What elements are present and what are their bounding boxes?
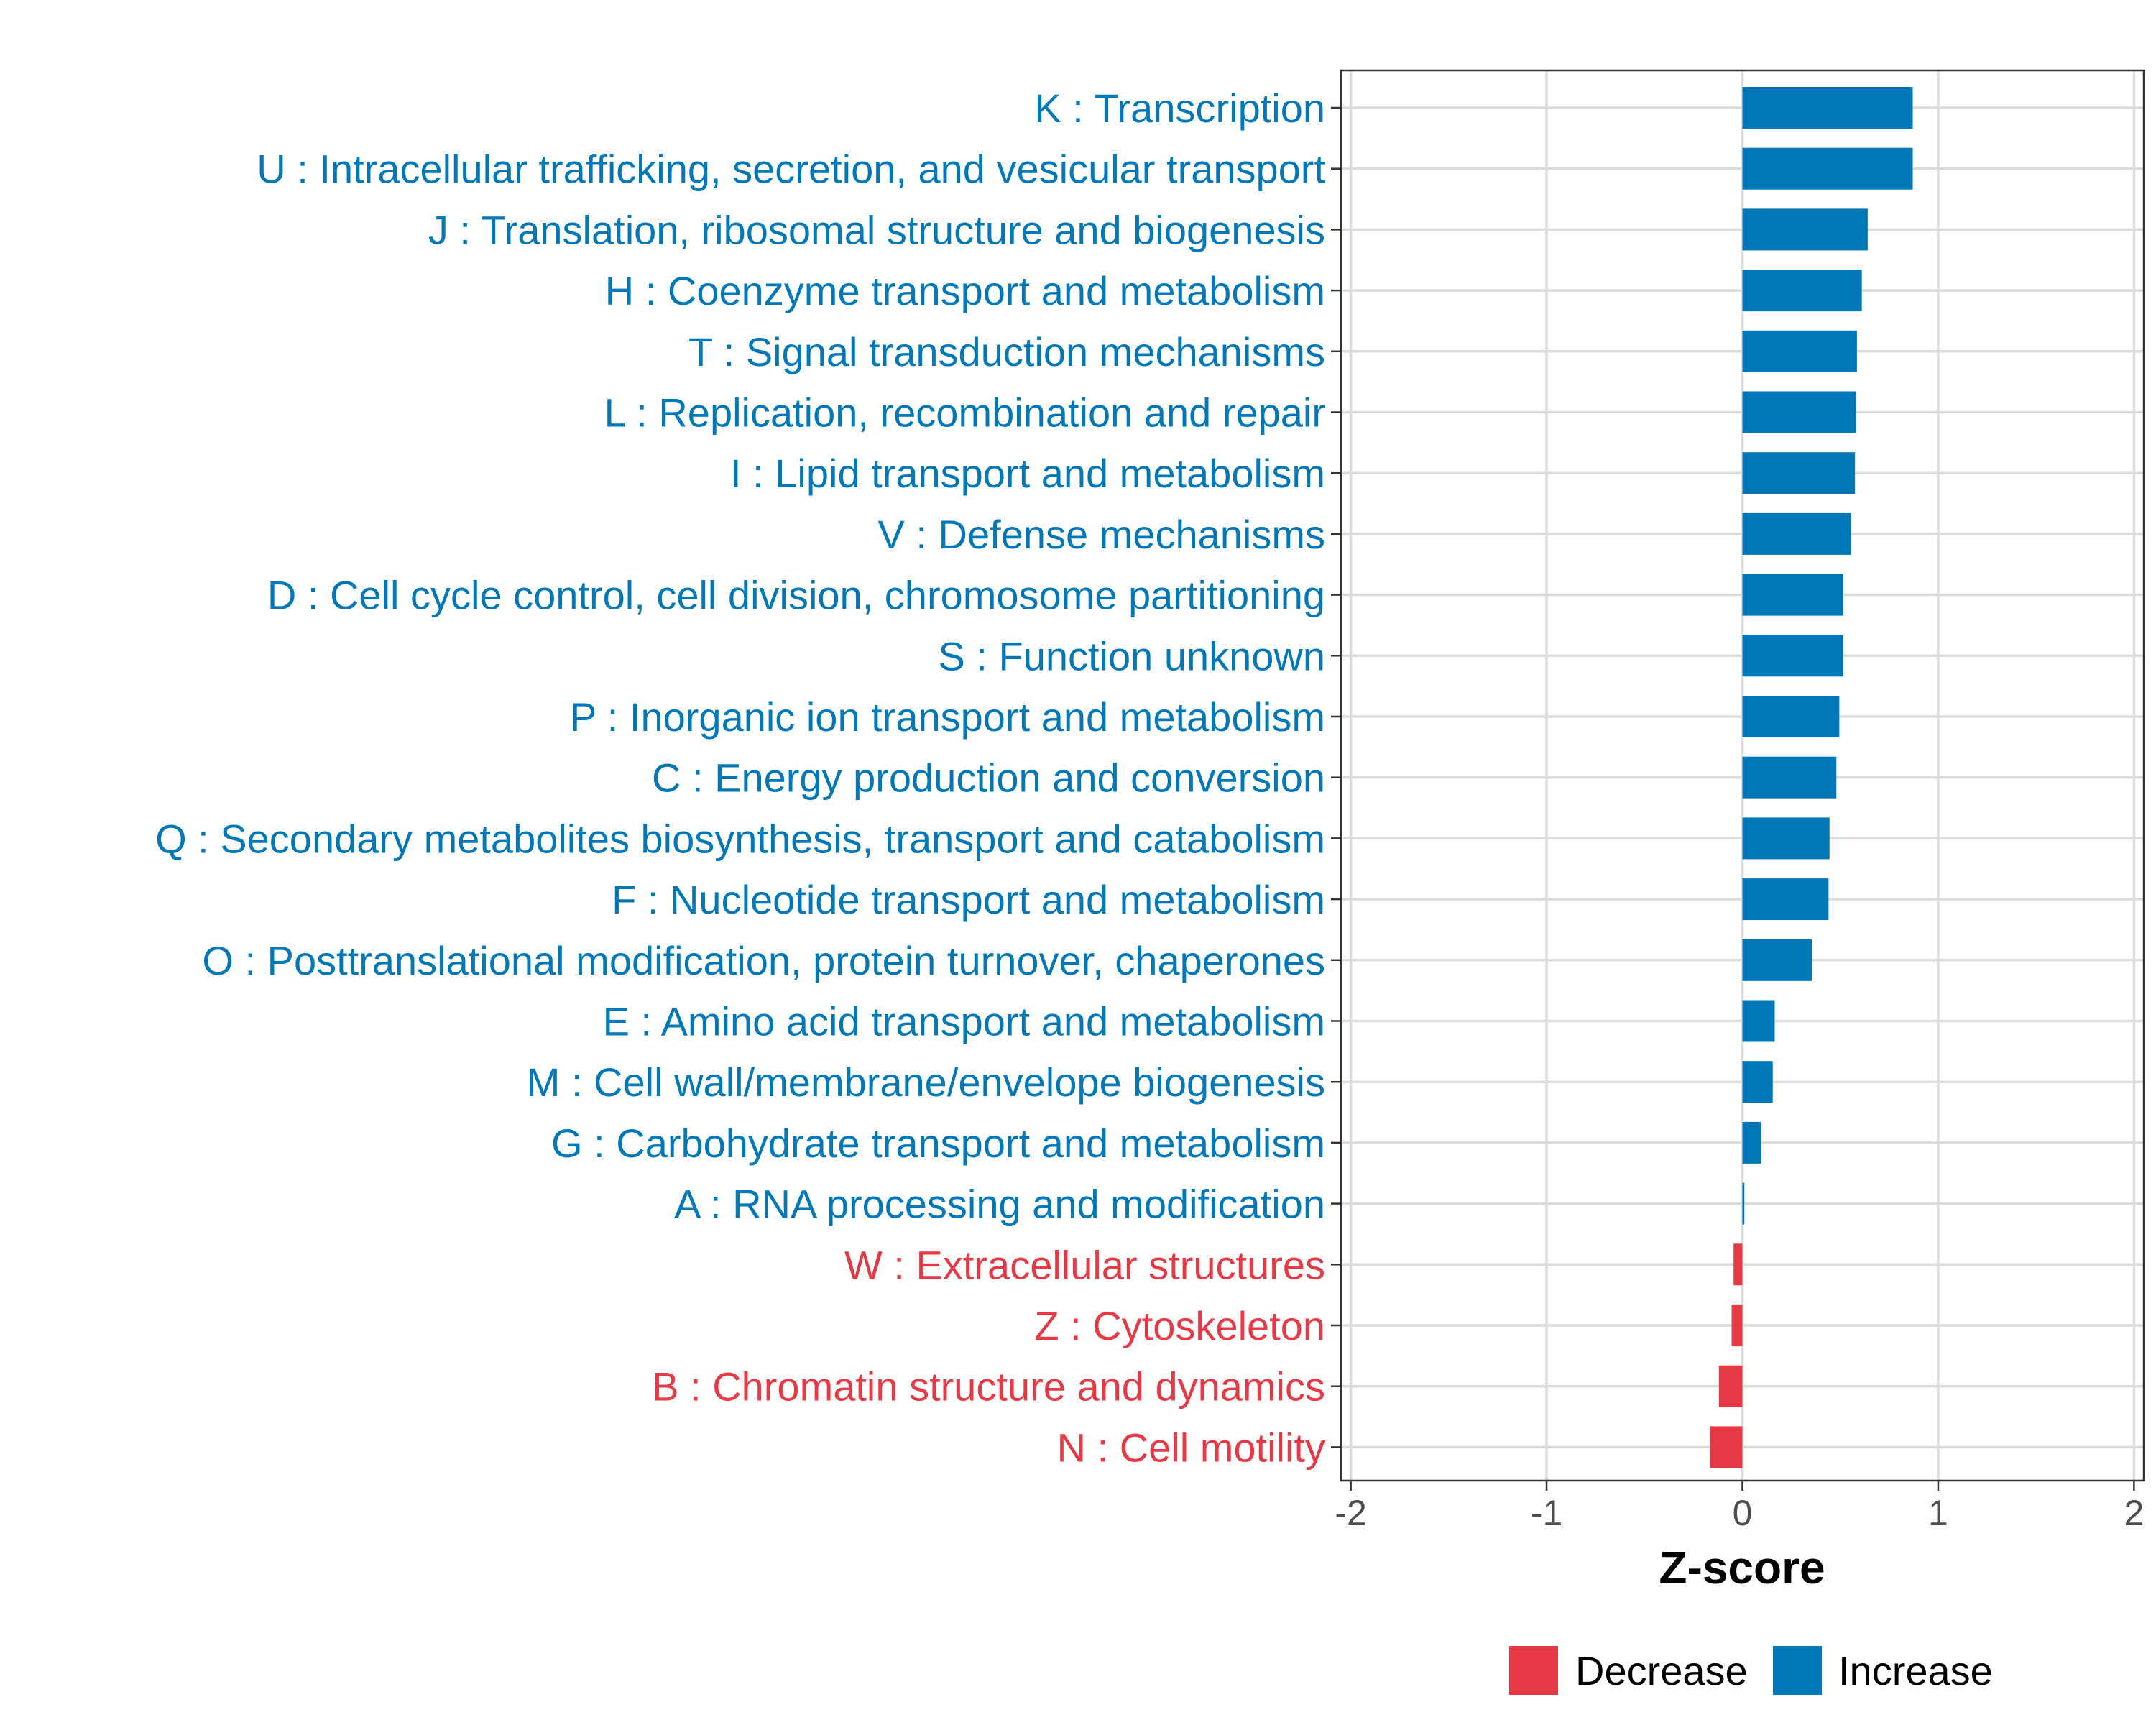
category-label-u: U : Intracellular trafficking, secretion… xyxy=(257,147,1325,192)
legend-label-decrease: Decrease xyxy=(1575,1648,1748,1693)
bar-g xyxy=(1742,1121,1761,1164)
x-tick-label: -1 xyxy=(1531,1493,1562,1533)
category-label-z: Z : Cytoskeleton xyxy=(1034,1303,1325,1348)
x-axis-tick-labels: -2 -1 0 1 2 xyxy=(1335,1493,2144,1533)
bar-w xyxy=(1733,1243,1743,1286)
category-label-b: B : Chromatin structure and dynamics xyxy=(652,1364,1325,1409)
category-label-d: D : Cell cycle control, cell division, c… xyxy=(267,573,1325,618)
bar-j xyxy=(1742,208,1868,251)
category-label-p: P : Inorganic ion transport and metaboli… xyxy=(570,694,1325,740)
bar-s xyxy=(1742,635,1843,677)
bar-z xyxy=(1731,1305,1743,1346)
legend-swatch-increase xyxy=(1773,1646,1822,1695)
bar-u xyxy=(1742,147,1913,190)
category-label-k: K : Transcription xyxy=(1034,86,1325,131)
bar-a xyxy=(1742,1182,1745,1225)
bar-t xyxy=(1742,330,1857,372)
category-label-o: O : Posttranslational modification, prot… xyxy=(202,938,1325,983)
legend-label-increase: Increase xyxy=(1838,1648,1993,1693)
category-label-v: V : Defense mechanisms xyxy=(878,512,1325,557)
category-label-e: E : Amino acid transport and metabolism xyxy=(603,999,1325,1044)
legend-swatch-decrease xyxy=(1509,1646,1558,1695)
x-tick-label: 2 xyxy=(2124,1493,2144,1533)
category-label-l: L : Replication, recombination and repai… xyxy=(604,390,1325,436)
bar-q xyxy=(1742,817,1830,860)
bar-n xyxy=(1710,1426,1743,1468)
bar-l xyxy=(1742,391,1856,433)
category-label-f: F : Nucleotide transport and metabolism xyxy=(612,877,1325,922)
y-axis-labels: K : Transcription U : Intracellular traff… xyxy=(155,86,1325,1470)
category-label-t: T : Signal transduction mechanisms xyxy=(688,329,1325,374)
x-axis-ticks xyxy=(1350,1481,2135,1491)
bar-k xyxy=(1742,87,1913,129)
bar-e xyxy=(1742,1000,1775,1042)
legend: Decrease Increase xyxy=(1509,1646,1993,1695)
bar-b xyxy=(1718,1365,1743,1407)
x-tick-label: -2 xyxy=(1335,1493,1366,1533)
category-label-w: W : Extracellular structures xyxy=(844,1242,1325,1287)
category-label-g: G : Carbohydrate transport and metabolis… xyxy=(551,1121,1325,1166)
bar-v xyxy=(1742,512,1851,555)
category-label-n: N : Cell motility xyxy=(1057,1425,1325,1470)
bar-d xyxy=(1742,574,1843,616)
bar-c xyxy=(1742,756,1837,799)
category-label-h: H : Coenzyme transport and metabolism xyxy=(605,268,1325,313)
x-tick-label: 0 xyxy=(1733,1493,1753,1533)
bar-m xyxy=(1742,1061,1773,1103)
bar-h xyxy=(1742,270,1862,312)
category-label-a: A : RNA processing and modification xyxy=(674,1182,1325,1227)
category-label-j: J : Translation, ribosomal structure and… xyxy=(428,207,1325,252)
category-label-c: C : Energy production and conversion xyxy=(652,755,1325,801)
bars-group xyxy=(1710,87,1913,1468)
x-tick-label: 1 xyxy=(1928,1493,1948,1533)
bar-f xyxy=(1742,878,1829,921)
category-label-i: I : Lipid transport and metabolism xyxy=(730,451,1325,496)
category-label-m: M : Cell wall/membrane/envelope biogenes… xyxy=(527,1059,1325,1105)
bar-p xyxy=(1742,696,1840,737)
bar-i xyxy=(1742,452,1856,494)
bar-o xyxy=(1742,939,1812,981)
y-axis-ticks xyxy=(1331,106,1341,1448)
x-axis-title: Z-score xyxy=(1659,1542,1825,1593)
category-label-s: S : Function unknown xyxy=(938,633,1325,678)
category-label-q: Q : Secondary metabolites biosynthesis, … xyxy=(155,816,1325,861)
